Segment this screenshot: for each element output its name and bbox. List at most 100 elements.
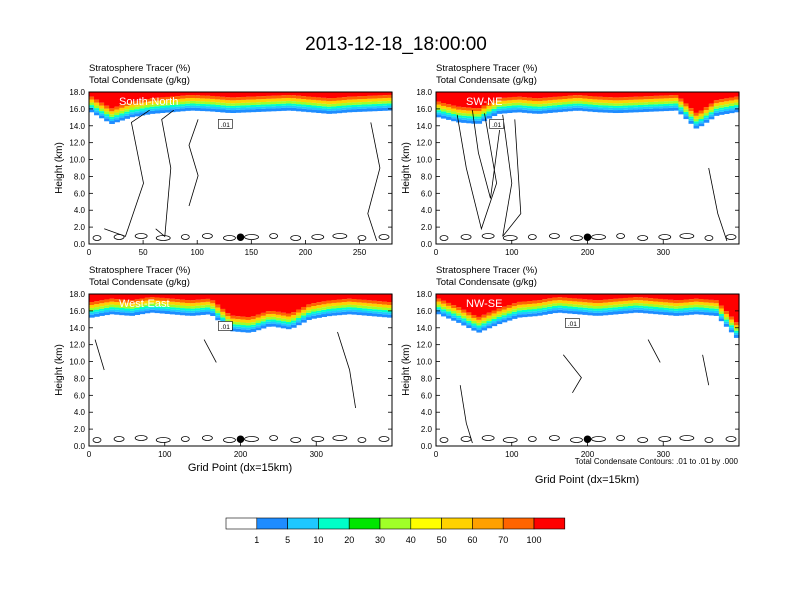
- colorbar-swatch: [472, 517, 504, 530]
- x-tick-label: 100: [505, 450, 519, 459]
- contour-line: [502, 114, 522, 237]
- y-tick-label: 18.0: [69, 290, 85, 299]
- contour-line: [481, 435, 495, 441]
- tracer-cell: [139, 301, 146, 305]
- tracer-cell: [491, 113, 498, 117]
- tracer-cell: [617, 103, 624, 106]
- tracer-cell: [291, 107, 297, 111]
- tracer-cell: [184, 103, 191, 106]
- tracer-cell: [733, 294, 740, 323]
- contour-line: [527, 436, 537, 442]
- tracer-cell: [602, 302, 609, 306]
- tracer-cell: [215, 310, 221, 314]
- tracer-cell: [255, 108, 262, 112]
- panel-label-top: Stratosphere Tracer (%): [89, 63, 190, 74]
- tracer-cell: [506, 313, 513, 316]
- contour-line: [332, 435, 348, 441]
- tracer-cell: [205, 92, 211, 96]
- tracer-cell: [461, 320, 467, 323]
- tracer-cell: [577, 105, 584, 108]
- tracer-cell: [89, 312, 95, 315]
- tracer-cell: [501, 103, 508, 107]
- tracer-cell: [311, 92, 317, 97]
- tracer-cell: [557, 303, 563, 306]
- tracer-cell: [341, 309, 348, 312]
- tracer-cell: [356, 305, 363, 308]
- tracer-cell: [587, 92, 594, 97]
- tracer-cell: [104, 116, 110, 119]
- tracer-cell: [260, 323, 267, 326]
- tracer-cell: [361, 101, 368, 105]
- tracer-cell: [653, 301, 659, 305]
- tracer-cell: [351, 109, 358, 113]
- tracer-cell: [703, 307, 710, 311]
- tracer-cell: [220, 107, 226, 110]
- inset-label: NW-SE: [466, 298, 502, 310]
- tracer-cell: [316, 107, 322, 111]
- tracer-cell: [190, 105, 196, 108]
- tracer-cell: [129, 101, 136, 105]
- tracer-cell: [552, 96, 558, 100]
- tracer-cell: [562, 310, 568, 314]
- tracer-cell: [531, 294, 538, 301]
- contour-line: [459, 385, 473, 444]
- tracer-cell: [306, 312, 312, 315]
- contour-line: [188, 119, 199, 207]
- tracer-cell: [466, 294, 472, 313]
- tracer-cell: [466, 312, 472, 316]
- tracer-cell: [557, 96, 563, 100]
- contour-line: [616, 233, 626, 239]
- tracer-cell: [139, 102, 146, 106]
- tracer-cell: [597, 102, 604, 106]
- tracer-field: [436, 92, 740, 129]
- tracer-cell: [179, 310, 186, 313]
- tracer-cell: [567, 108, 573, 112]
- tracer-cell: [174, 294, 181, 300]
- tracer-cell: [99, 308, 105, 311]
- tracer-cell: [476, 327, 483, 330]
- tracer-cell: [592, 303, 599, 307]
- tracer-cell: [562, 303, 568, 307]
- tracer-cell: [210, 95, 216, 99]
- tracer-cell: [270, 316, 277, 320]
- tracer-cell: [94, 309, 100, 312]
- tracer-cell: [275, 106, 282, 109]
- tracer-cell: [552, 109, 558, 113]
- tracer-cell: [466, 110, 472, 114]
- tracer-cell: [129, 294, 136, 301]
- tracer-cell: [381, 92, 388, 96]
- tracer-cell: [124, 305, 130, 309]
- tracer-cell: [723, 111, 730, 114]
- tracer-cell: [496, 98, 503, 102]
- tracer-cell: [179, 308, 186, 311]
- tracer-cell: [547, 92, 553, 98]
- tracer-cell: [471, 114, 477, 117]
- tracer-cell: [703, 115, 710, 118]
- tracer-cell: [210, 108, 216, 112]
- tracer-cell: [149, 299, 156, 303]
- tracer-cell: [134, 305, 141, 308]
- tracer-cell: [622, 109, 629, 113]
- tracer-cell: [486, 312, 493, 316]
- tracer-cell: [164, 304, 171, 307]
- tracer-cell: [129, 114, 136, 118]
- tracer-cell: [446, 308, 452, 312]
- tracer-cell: [592, 308, 599, 311]
- tracer-cell: [235, 294, 242, 317]
- tracer-cell: [316, 312, 322, 315]
- contour-line: [502, 437, 518, 443]
- y-tick-label: 0.0: [421, 442, 433, 451]
- tracer-cell: [653, 304, 659, 307]
- tracer-cell: [230, 324, 237, 327]
- tracer-cell: [648, 106, 654, 109]
- tracer-cell: [733, 332, 740, 335]
- plot-area: .01SW-NE0.02.04.06.08.010.012.014.016.01…: [401, 88, 740, 257]
- tracer-cell: [547, 294, 553, 299]
- tracer-cell: [341, 100, 348, 104]
- y-tick-label: 4.0: [74, 206, 86, 215]
- tracer-cell: [713, 108, 720, 111]
- contour-line: [378, 436, 390, 442]
- colorbar: 1 5 10 20 30 40 50 60 70 100: [225, 517, 566, 545]
- tracer-cell: [361, 310, 368, 313]
- tracer-cell: [663, 309, 669, 313]
